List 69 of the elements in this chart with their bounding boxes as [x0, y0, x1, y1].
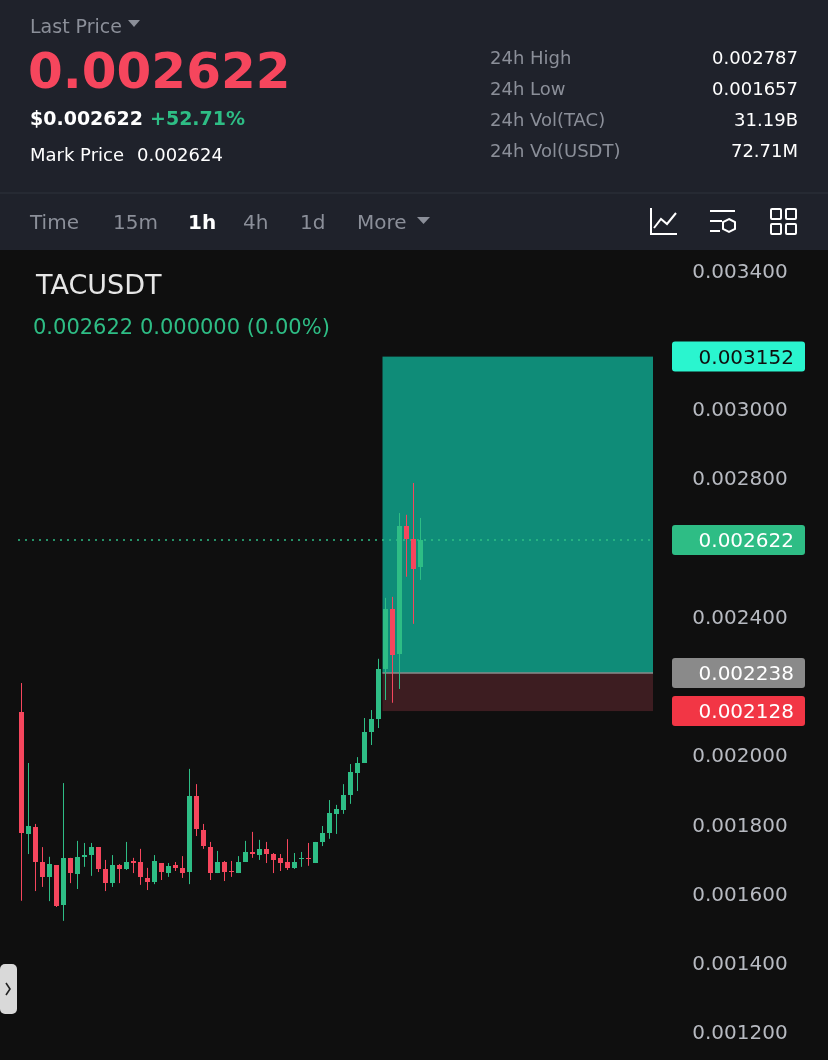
candlestick — [250, 831, 255, 859]
y-tick-label: 0.001600 — [692, 881, 788, 906]
candlestick — [68, 857, 73, 884]
candlestick — [152, 854, 157, 885]
candlestick — [124, 841, 129, 871]
text: 24h Vol(TAC) — [490, 109, 606, 130]
text: 24h Low — [490, 78, 566, 99]
candlestick — [341, 783, 346, 815]
text: Mark Price — [30, 144, 125, 165]
band-label: 0.002128 — [698, 699, 794, 724]
y-tick-label: 0.002400 — [692, 604, 788, 629]
candlestick — [40, 846, 45, 888]
candlestick — [271, 852, 276, 874]
candlestick — [264, 841, 269, 864]
y-tick-label: 0.002000 — [692, 743, 788, 768]
candlestick — [103, 859, 108, 892]
candlestick — [334, 804, 339, 835]
text: 31.19B — [734, 109, 798, 130]
y-tick-label: 0.002800 — [692, 466, 788, 491]
text: Last Price — [30, 15, 122, 37]
y-tick-label: 0.001400 — [692, 951, 788, 976]
text: 15m — [113, 210, 158, 234]
text: More — [357, 210, 407, 234]
y-tick-label: 0.003400 — [692, 258, 788, 283]
band-label: 0.003152 — [698, 344, 794, 369]
candlestick — [229, 860, 234, 878]
text: 0.002622 — [28, 42, 291, 100]
text: 24h Vol(USDT) — [490, 140, 621, 161]
candlestick — [222, 860, 227, 882]
candlestick — [110, 854, 115, 888]
text: 4h — [243, 210, 269, 234]
candlestick — [89, 842, 94, 877]
ref-line-label: 0.002238 — [698, 661, 794, 685]
candlestick — [257, 839, 262, 861]
text: Time — [29, 210, 79, 234]
text: 0.002622 0.000000 (0.00%) — [33, 315, 330, 339]
candlestick — [47, 856, 52, 902]
candlestick — [26, 762, 31, 855]
y-tick-label: 0.001200 — [692, 1020, 788, 1045]
candlestick — [299, 851, 304, 868]
candlestick — [306, 842, 311, 867]
candlestick — [355, 756, 360, 792]
text: 24h High — [490, 47, 572, 68]
y-tick-label: 0.001800 — [692, 812, 788, 837]
text: TACUSDT — [35, 269, 162, 300]
candlestick — [117, 863, 122, 884]
candlestick — [348, 763, 353, 805]
candlestick — [145, 867, 150, 891]
ref-line-label: 0.002622 — [698, 528, 794, 553]
candlestick — [404, 514, 409, 578]
y-tick-label: 0.003000 — [692, 397, 788, 422]
text: 1d — [300, 210, 326, 234]
candlestick — [201, 823, 206, 850]
candlestick — [320, 825, 325, 847]
text: +52.71% — [150, 107, 246, 129]
text: 1h — [188, 210, 217, 234]
candlestick — [369, 709, 374, 746]
candlestick — [180, 855, 185, 879]
candlestick — [75, 840, 80, 890]
text: 72.71M — [730, 140, 798, 161]
candlestick — [327, 799, 332, 840]
text: $0.002622 — [30, 107, 143, 129]
candlestick — [285, 838, 290, 871]
candlestick — [138, 848, 143, 886]
candlestick — [96, 846, 101, 873]
text: 0.002787 — [712, 47, 798, 68]
candlestick — [82, 842, 87, 868]
text: 0.001657 — [712, 78, 798, 99]
text: 0.002624 — [137, 144, 223, 165]
